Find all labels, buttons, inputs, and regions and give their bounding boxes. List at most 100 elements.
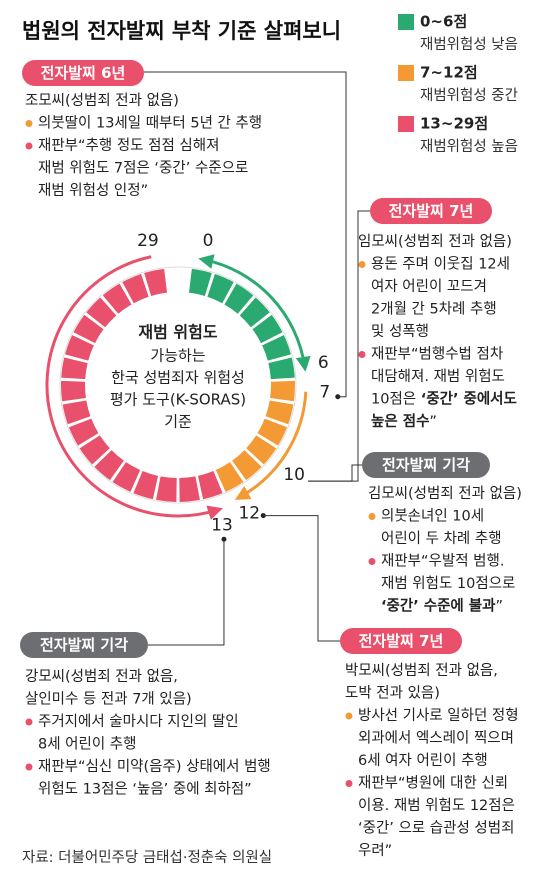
case-text: 의붓딸이 13세일 때부터 5년 간 추행 bbox=[38, 115, 262, 132]
bullet bbox=[358, 261, 366, 268]
legend-desc: 재범위험성 높음 bbox=[420, 138, 518, 155]
ring-segment bbox=[189, 268, 212, 296]
range-arrow bbox=[45, 255, 223, 520]
case-text: ‘중간’ 수준에 불과 bbox=[381, 598, 496, 615]
ring-segment bbox=[265, 400, 294, 425]
ring-segment bbox=[62, 400, 91, 425]
case-person: 박모씨(성범죄 전과 없음, bbox=[345, 662, 498, 679]
case-line: 2개월 간 5차례 추행 bbox=[371, 301, 497, 318]
case-line: 재범 위험도 7점은 ‘중간’ 수준으로 bbox=[38, 160, 248, 177]
ring-segment bbox=[246, 435, 277, 465]
case-text: 어린이 두 차례 추행 bbox=[381, 530, 502, 547]
ring-segment bbox=[102, 283, 132, 314]
case-text: 및 성폭행 bbox=[371, 323, 429, 340]
case-text: 재판부“심신 미약(음주) 상태에서 범행 bbox=[38, 758, 271, 775]
case-text: 6세 여자 어린이 추행 bbox=[358, 752, 488, 769]
ring-label: 0 bbox=[203, 231, 214, 251]
ring-segment bbox=[215, 462, 244, 492]
case-text: 위험도 13점은 ‘높음’ 중에 최하점” bbox=[38, 781, 252, 798]
bullet bbox=[368, 558, 376, 565]
case-text: 8세 어린이 추행 bbox=[38, 736, 136, 753]
ring-segment bbox=[179, 476, 200, 502]
case-tag bbox=[370, 198, 492, 224]
ring-segment bbox=[232, 450, 262, 481]
case-line: 재판부“우발적 범행. bbox=[381, 553, 504, 570]
bullet bbox=[368, 513, 376, 520]
case-tag bbox=[362, 452, 490, 478]
case-tag bbox=[340, 628, 462, 654]
bullet bbox=[25, 142, 33, 150]
case-text: 의붓손녀인 10세 bbox=[381, 508, 484, 525]
ring-segment bbox=[270, 380, 295, 402]
ring-segment bbox=[86, 297, 117, 328]
ring-label: 6 bbox=[318, 353, 329, 373]
case-person: 김모씨(성범죄 전과 없음) bbox=[368, 485, 522, 502]
center-line: 한국 성범죄자 위험성 bbox=[111, 369, 245, 387]
case-line: 10점은 ‘중간’ 중에서도 bbox=[371, 391, 517, 408]
ring-segment bbox=[68, 418, 99, 446]
case-text: 재범 위험성 인정” bbox=[38, 182, 148, 199]
ring-segment bbox=[197, 470, 223, 500]
case-line: 의붓딸이 13세일 때부터 5년 간 추행 bbox=[38, 115, 262, 132]
ring-segment bbox=[61, 357, 88, 380]
legend-swatch bbox=[398, 14, 414, 30]
leader-line bbox=[308, 464, 362, 482]
case-text: 재범 위험도 7점은 ‘중간’ 수준으로 bbox=[38, 160, 248, 177]
ring-segment bbox=[73, 314, 104, 344]
ring-label: 10 bbox=[283, 465, 305, 485]
case-person: 임모씨(성범죄 전과 없음) bbox=[358, 233, 512, 250]
leader-line bbox=[308, 210, 370, 482]
ring-outline bbox=[59, 266, 297, 504]
leader-line bbox=[263, 515, 340, 642]
case-tag-text: 전자발찌 7년 bbox=[389, 202, 474, 220]
case-tag-text: 전자발찌 기각 bbox=[382, 456, 470, 474]
case-text: 우려” bbox=[358, 842, 392, 859]
case-text: 재판부“우발적 범행. bbox=[381, 553, 504, 570]
case-line: 재범 위험성 인정” bbox=[38, 182, 148, 199]
case-text: 이용. 재범 위험도 12점은 bbox=[358, 797, 515, 814]
legend-desc: 재범위험성 중간 bbox=[420, 87, 518, 104]
ring-segment bbox=[268, 357, 295, 380]
case-text: 재범 위험도 10점으로 bbox=[381, 575, 515, 592]
case-text: ‘중간’ 중에서도 bbox=[421, 391, 517, 408]
ring-segment bbox=[79, 435, 110, 465]
case-text: 재판부“병원에 대한 신뢰 bbox=[358, 775, 508, 792]
case-text: 여자 어린이 꼬드겨 bbox=[371, 278, 487, 295]
case-text: ‘중간’ 으로 습관성 성범죄 bbox=[358, 820, 514, 837]
center-line: 기준 bbox=[164, 413, 192, 431]
ring-segment bbox=[94, 450, 124, 481]
case-tag bbox=[22, 60, 144, 86]
leader-line bbox=[144, 71, 347, 398]
bullet bbox=[345, 712, 353, 720]
case-line: 여자 어린이 꼬드겨 bbox=[371, 278, 487, 295]
case-line: 이용. 재범 위험도 12점은 bbox=[358, 797, 515, 814]
case-person: 강모씨(성범죄 전과 없음, bbox=[25, 668, 178, 685]
ring-segment bbox=[133, 470, 159, 500]
case-line: ‘중간’ 으로 습관성 성범죄 bbox=[358, 820, 514, 837]
range-arrow bbox=[234, 391, 308, 500]
case-person: 조모씨(성범죄 전과 없음) bbox=[25, 92, 179, 109]
case-line: 의붓손녀인 10세 bbox=[381, 508, 484, 525]
ring-segment bbox=[122, 273, 149, 304]
case-person: 도박 전과 있음) bbox=[345, 685, 440, 702]
ring-label: 12 bbox=[238, 504, 260, 524]
case-tag-text: 전자발찌 6년 bbox=[41, 64, 126, 82]
center-line: 평가 도구(K-SORAS) bbox=[110, 391, 246, 409]
case-line: 위험도 13점은 ‘높음’ 중에 최하점” bbox=[38, 781, 252, 798]
ring-label: 29 bbox=[137, 231, 159, 251]
title: 법원의 전자발찌 부착 기준 살펴보니 bbox=[22, 19, 341, 43]
case-person: 살인미수 등 전과 7개 있음) bbox=[25, 691, 192, 708]
case-text: 용돈 주며 이웃집 12세 bbox=[371, 256, 510, 273]
legend-desc: 재범위험성 낮음 bbox=[420, 36, 518, 53]
ring-segment bbox=[112, 462, 141, 492]
center-line: 가능하는 bbox=[150, 347, 205, 365]
case-line: 주거지에서 술마시다 지인의 딸인 bbox=[38, 713, 239, 730]
leader-line bbox=[148, 539, 225, 646]
ring-label: 7 bbox=[319, 383, 330, 403]
bullet bbox=[25, 763, 33, 771]
ring-segment bbox=[257, 418, 288, 446]
case-text: 대담해져. 재범 위험도 bbox=[371, 368, 505, 385]
case-text: 2개월 간 5차례 추행 bbox=[371, 301, 497, 318]
legend-swatch bbox=[398, 116, 414, 132]
